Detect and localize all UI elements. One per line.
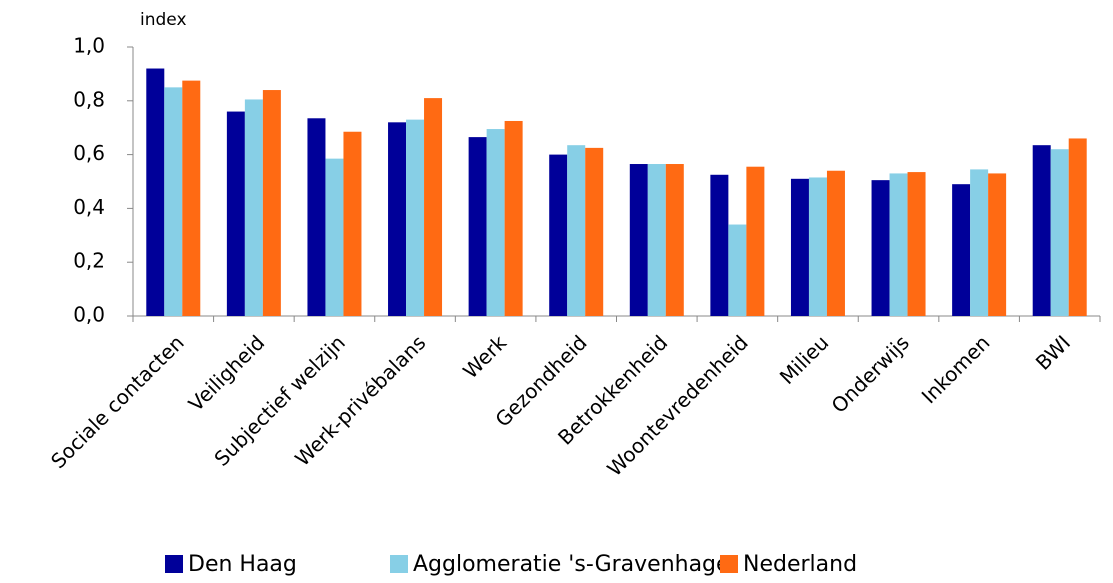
bar (871, 180, 890, 316)
bar (746, 166, 765, 316)
y-tick-label: 0,0 (73, 303, 105, 327)
bar (146, 68, 165, 317)
bar (629, 164, 648, 316)
y-axis-label: index (140, 10, 187, 30)
bar (164, 87, 183, 316)
legend-swatch (390, 555, 408, 573)
y-tick-label: 0,6 (73, 141, 105, 165)
legend-label: Agglomeratie 's-Gravenhage (413, 552, 730, 577)
y-tick-label: 1,0 (73, 34, 105, 58)
x-tick-label: BWI (1031, 330, 1075, 374)
x-tick-label: Werk (458, 330, 511, 383)
bar (182, 80, 201, 316)
y-tick-label: 0,8 (73, 87, 105, 111)
bar (307, 118, 326, 316)
bar (790, 178, 809, 316)
legend-label: Den Haag (188, 552, 297, 577)
bar (226, 111, 245, 316)
bar (388, 122, 407, 316)
bar (1068, 138, 1087, 316)
bar (504, 120, 523, 316)
x-tick-label: Veiligheid (184, 330, 270, 416)
legend-swatch (720, 555, 738, 573)
bar (728, 224, 747, 316)
legend-swatch (165, 555, 183, 573)
legend-label: Nederland (743, 552, 857, 577)
bar (549, 154, 568, 316)
bar (808, 177, 827, 316)
bar (262, 90, 281, 316)
bar (647, 164, 666, 316)
bar (486, 129, 505, 316)
bar (406, 119, 425, 316)
y-tick-label: 0,2 (73, 249, 105, 273)
x-tick-label: Onderwijs (827, 330, 914, 417)
bar (325, 158, 344, 316)
bar (424, 98, 443, 316)
bar (710, 174, 729, 316)
bar (952, 184, 971, 316)
bar (907, 172, 926, 316)
bar (826, 170, 845, 316)
bar (1032, 145, 1051, 316)
bar (1050, 149, 1069, 316)
x-tick-label: Woontevredenheid (602, 330, 752, 480)
bar (585, 147, 604, 316)
x-tick-label: Sociale contacten (46, 330, 189, 473)
bar (343, 131, 362, 316)
bar (567, 145, 586, 316)
bar (970, 169, 989, 316)
bar (665, 164, 684, 316)
x-tick-label: Inkomen (917, 330, 995, 408)
bar (889, 173, 908, 316)
bar (468, 137, 487, 316)
bar (988, 173, 1007, 316)
bar (244, 99, 263, 316)
y-tick-label: 0,4 (73, 195, 105, 219)
x-tick-label: Milieu (775, 330, 834, 389)
